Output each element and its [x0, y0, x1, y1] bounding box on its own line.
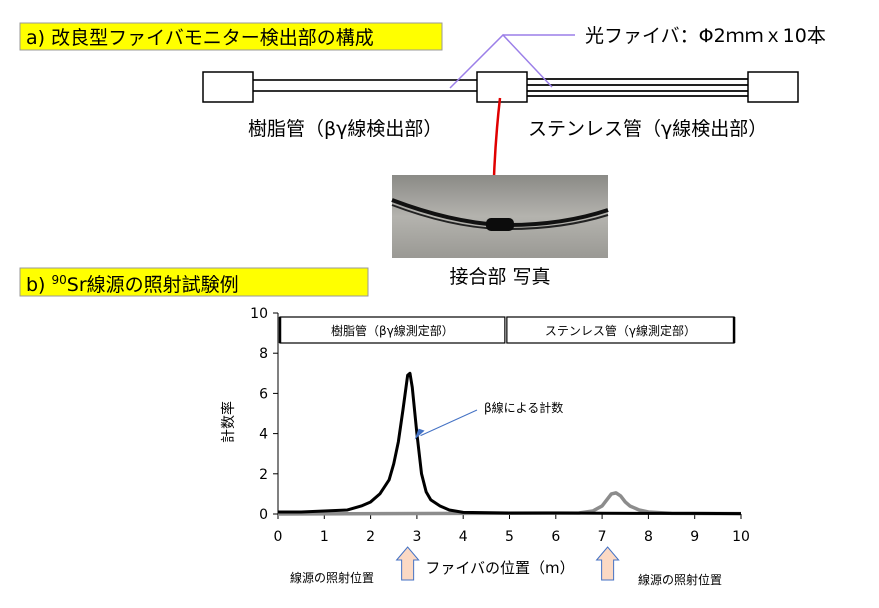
x-tick-label: 9	[690, 529, 699, 545]
x-tick-label: 6	[551, 529, 560, 545]
annotation-label: β線による計数	[484, 400, 563, 415]
joint-connector	[476, 71, 528, 103]
chart: 0 1 2 3 4 5 6 7 8 9 10 0 2 4 6 8 10 樹脂管（βγ線測定部） ステンレス管（γ線測…	[220, 306, 750, 587]
section-a-title-box	[19, 22, 443, 51]
x-tick-label: 5	[505, 529, 514, 545]
fiber-label: 光ファイバ：Φ2ｍｍｘ10本	[585, 25, 826, 47]
x-tick-label: 7	[598, 529, 607, 545]
x-tick-label: 0	[274, 529, 283, 545]
joint-photo	[391, 175, 609, 258]
region-box	[279, 316, 506, 344]
x-axis-label: ファイバの位置（m）	[425, 559, 574, 577]
x-tick-label: 4	[459, 529, 468, 545]
source-position-label: 線源の照射位置	[290, 570, 374, 585]
y-tick-label: 8	[259, 346, 268, 362]
region-label: 樹脂管（βγ線測定部）	[331, 323, 454, 338]
section-b-title: b) 90Sr線源の照射試験例	[26, 273, 239, 296]
region-label: ステンレス管（γ線測定部）	[545, 323, 696, 338]
source-position-arrow-icon	[595, 546, 620, 581]
stainless-tube-label: ステンレス管（γ線検出部）	[528, 118, 767, 140]
x-tick-label: 2	[366, 529, 375, 545]
annotation-arrow	[420, 409, 478, 437]
section-b-title-box	[19, 267, 369, 297]
section-a-title: a) 改良型ファイバモニター検出部の構成	[26, 27, 374, 49]
x-tick-label: 3	[412, 529, 421, 545]
region-box	[506, 316, 735, 344]
source-position-arrow-icon	[395, 546, 420, 581]
y-tick-label: 0	[259, 507, 268, 523]
x-tick-label: 8	[644, 529, 653, 545]
x-tick-label: 1	[320, 529, 329, 545]
x-tick-label: 10	[732, 529, 750, 545]
detector-diagram	[202, 33, 799, 211]
resin-tube-label: 樹脂管（βγ線検出部）	[248, 118, 442, 140]
annotation-arrowhead	[414, 428, 425, 440]
end-connector-left	[202, 71, 254, 103]
photo-caption: 接合部 写真	[449, 266, 550, 288]
y-tick-label: 6	[259, 386, 268, 402]
y-tick-label: 4	[259, 427, 268, 443]
series-line	[277, 491, 742, 516]
series-line	[278, 371, 742, 516]
y-tick-label: 2	[259, 467, 268, 483]
end-connector-right	[747, 71, 799, 103]
y-tick-label: 10	[250, 306, 268, 322]
source-position-label: 線源の照射位置	[638, 572, 722, 587]
y-axis-label: 計数率	[220, 401, 237, 443]
